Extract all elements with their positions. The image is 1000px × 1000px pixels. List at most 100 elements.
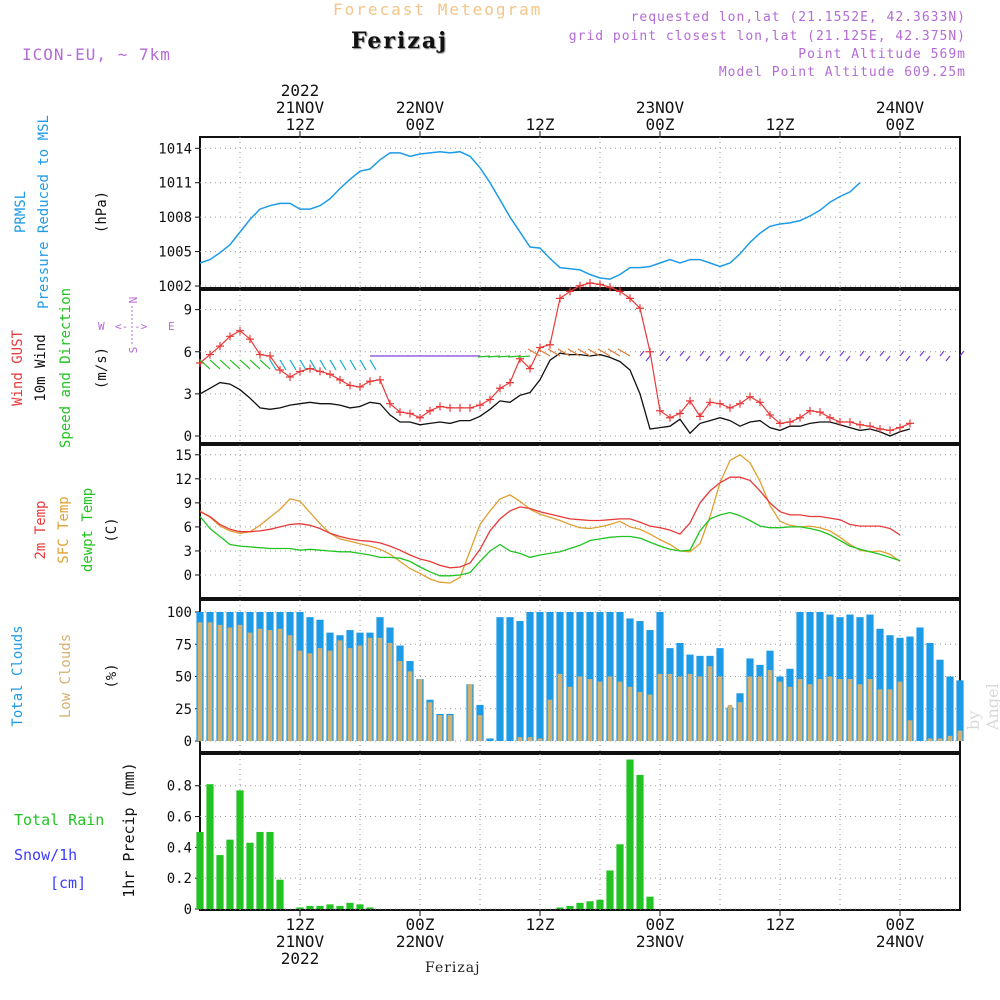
low-clouds-bar — [327, 650, 333, 741]
low-clouds-bar — [247, 632, 253, 741]
rain-bar — [256, 831, 264, 909]
low-clouds-bar — [287, 635, 293, 741]
wind-direction-arrow — [289, 359, 297, 371]
gust-marker — [336, 375, 344, 384]
y-tick-label: 6 — [184, 520, 192, 536]
low-clouds-bar — [277, 628, 283, 741]
y-tick-label: 25 — [175, 702, 192, 718]
sfc-temp-line — [199, 454, 901, 584]
gust-marker — [856, 420, 864, 429]
y-tick-label: 0.6 — [167, 810, 192, 826]
time-label-top: 12Z — [286, 115, 315, 134]
temp2m-line — [199, 476, 901, 569]
low-clouds-bar — [927, 738, 933, 741]
rain-bar — [276, 879, 284, 909]
place-name: Ferizaj — [351, 28, 449, 54]
gust-marker — [836, 417, 844, 426]
model-label: ICON-EU, ~ 7km — [22, 45, 171, 64]
wind-direction-arrow — [645, 355, 651, 362]
gust-marker — [596, 280, 604, 289]
low-clouds-bar — [687, 673, 693, 741]
panel-frame — [199, 136, 961, 289]
low-clouds-bar — [697, 676, 703, 741]
gust-marker — [636, 304, 644, 313]
time-label-top: 2022 — [281, 81, 320, 100]
low-clouds-bar — [567, 686, 573, 741]
total-clouds-bar — [626, 618, 634, 741]
panel-frame — [199, 753, 961, 911]
wind-direction-arrow — [799, 350, 805, 357]
time-label-bottom: 00Z — [646, 915, 675, 934]
wind-speed-line — [199, 352, 911, 437]
gust-marker — [276, 366, 284, 375]
gust-marker — [406, 409, 414, 418]
rain-bar — [296, 907, 304, 909]
wind-direction-arrow — [659, 350, 665, 357]
wind-direction-arrow — [547, 348, 561, 357]
wind-direction-arrow — [487, 355, 501, 358]
gust-marker — [796, 413, 804, 422]
chart-title: Forecast Meteogram — [333, 0, 543, 19]
gust-marker — [546, 340, 554, 349]
time-label-bottom: 00Z — [406, 915, 435, 934]
gust-marker — [626, 294, 634, 303]
low-clouds-bar — [307, 653, 313, 741]
low-clouds-bar — [767, 670, 773, 741]
gust-marker — [686, 396, 694, 405]
low-clouds-bar — [817, 679, 823, 741]
gust-marker — [206, 350, 214, 359]
total-clouds-bar — [566, 612, 574, 741]
gust-marker — [616, 287, 624, 296]
total-clouds-bar — [946, 676, 954, 741]
y-tick-label: 1008 — [158, 210, 192, 226]
time-label-bottom: 22NOV — [396, 932, 445, 951]
total-clouds-bar — [866, 614, 874, 741]
gust-marker — [236, 326, 244, 335]
wind-direction-arrow — [699, 350, 705, 357]
low-clouds-bar — [417, 679, 423, 741]
total-clouds-bar — [536, 612, 544, 741]
rain-bar — [586, 901, 594, 909]
wind-direction-arrow — [705, 355, 711, 362]
wind-direction-arrow — [299, 359, 307, 371]
gust-marker — [226, 332, 234, 341]
y-tick-label: 0 — [184, 568, 192, 584]
wind-direction-arrow — [249, 359, 261, 370]
total-clouds-bar — [616, 612, 624, 741]
y-tick-label: 0 — [184, 734, 192, 750]
wind-direction-arrow — [587, 348, 601, 357]
low-clouds-bar — [557, 673, 563, 741]
low-clouds-bar — [267, 630, 273, 741]
wind-direction-arrow — [865, 355, 871, 362]
wind-direction-arrow — [279, 359, 287, 371]
dewpt-label: dewpt Temp — [80, 488, 96, 572]
time-label-top: 12Z — [766, 115, 795, 134]
time-label-top: 00Z — [406, 115, 435, 134]
low-clouds-bar — [397, 661, 403, 741]
pressure-label-full: Pressure Reduced to MSL — [36, 115, 52, 309]
gust-marker — [526, 364, 534, 373]
wind-direction-arrow — [507, 355, 521, 358]
low-clouds-bar — [867, 679, 873, 741]
total-clouds-bar — [846, 614, 854, 741]
gust-marker — [306, 364, 314, 373]
low-clouds-bar — [317, 648, 323, 741]
gust-marker — [576, 281, 584, 290]
low-clouds-bar — [547, 699, 553, 741]
low-clouds-bar — [887, 689, 893, 741]
rain-bar — [566, 905, 574, 909]
time-label-bottom: 2022 — [281, 949, 320, 968]
time-label-bottom: 12Z — [286, 915, 315, 934]
low-clouds-bar — [647, 694, 653, 741]
time-label-bottom: 24NOV — [876, 932, 925, 951]
gust-marker — [386, 399, 394, 408]
gridpoint-coords: grid point closest lon,lat (21.125E, 42.… — [568, 29, 966, 44]
gust-marker — [486, 395, 494, 404]
clouds-unit: (%) — [104, 663, 120, 688]
wind-direction-arrow — [819, 350, 825, 357]
gust-marker — [346, 381, 354, 390]
gust-marker — [286, 373, 294, 382]
gust-marker — [356, 382, 364, 391]
low-clouds-bar — [257, 628, 263, 741]
y-tick-label: 15 — [175, 448, 192, 464]
